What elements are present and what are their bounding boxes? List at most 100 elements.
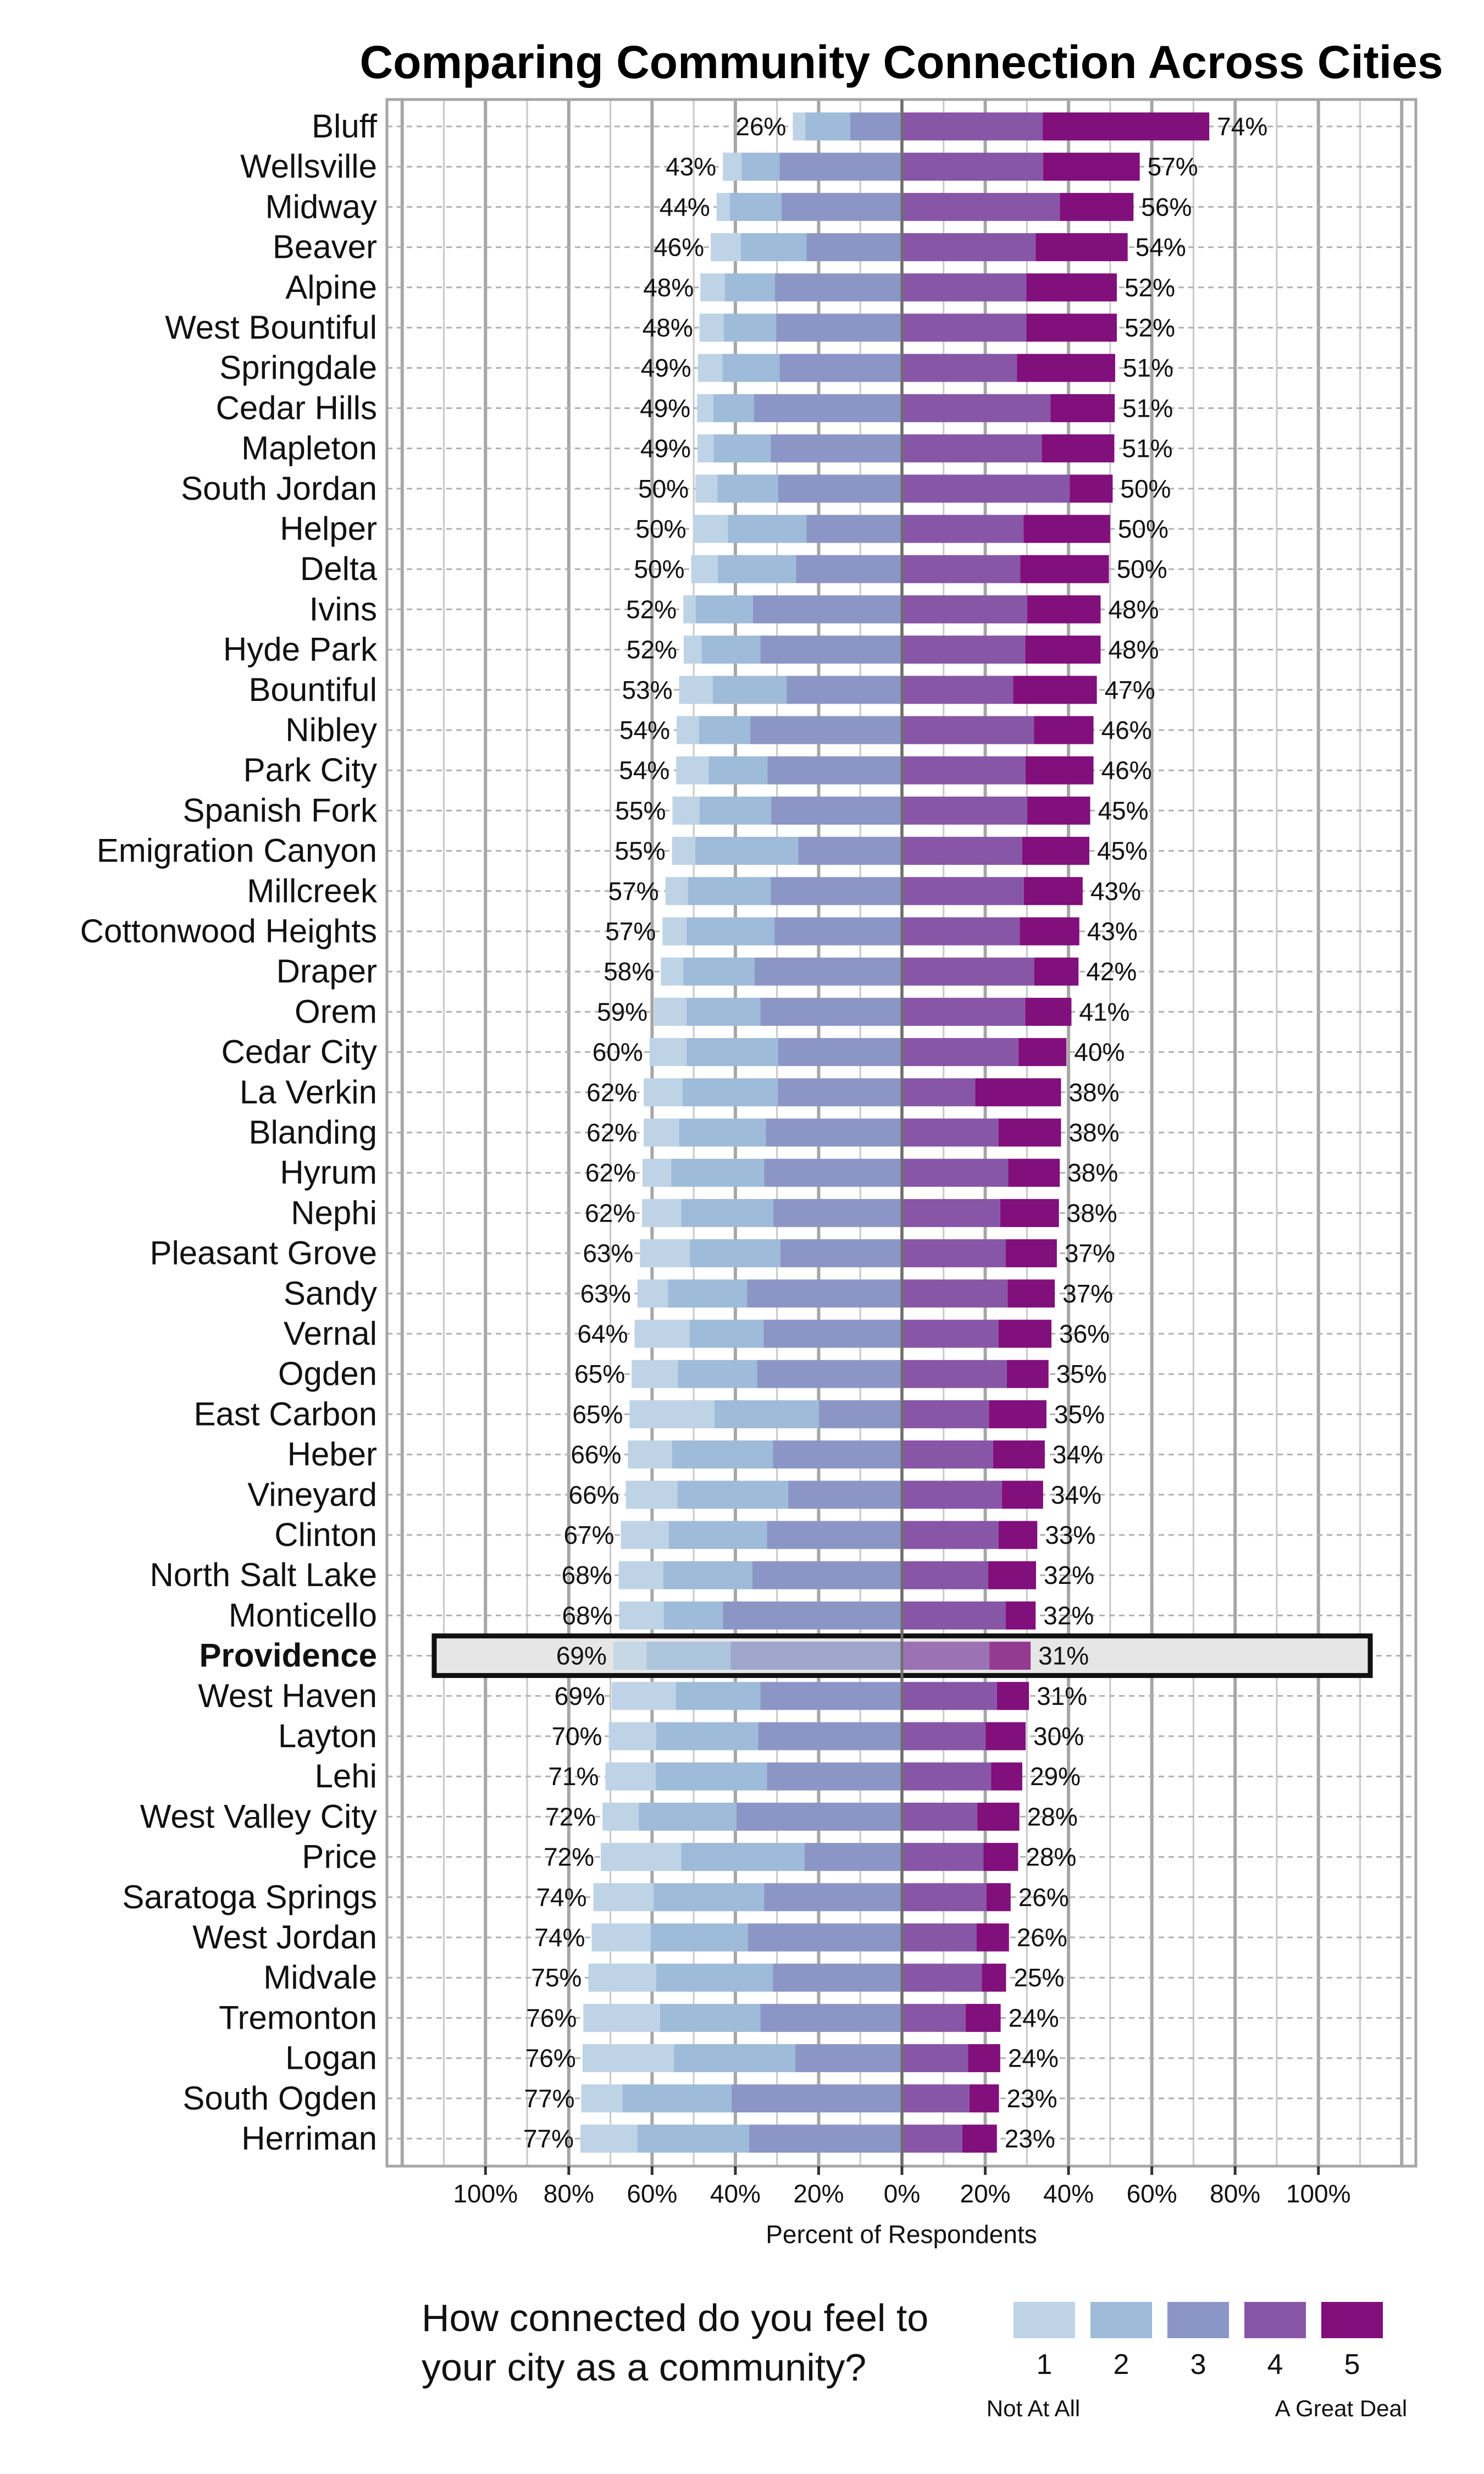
bar-segment-level-2	[741, 152, 780, 181]
negative-total-label: 62%	[585, 1199, 635, 1227]
bar-segment-level-2	[679, 1118, 766, 1147]
bar-segment-level-1	[793, 112, 806, 141]
bar-segment-level-3	[757, 1360, 902, 1388]
bar-segment-level-1	[588, 1963, 656, 1992]
x-tick-label: 80%	[1210, 2179, 1260, 2208]
positive-total-label: 41%	[1079, 997, 1129, 1026]
bar-segment-level-2	[681, 1199, 773, 1227]
bar-segment-level-4	[902, 112, 1043, 141]
negative-total-label: 76%	[525, 2044, 576, 2073]
bar-segment-level-3	[787, 676, 902, 704]
legend: How connected do you feel to your city a…	[422, 2296, 1407, 2421]
positive-total-label: 28%	[1027, 1802, 1078, 1831]
positive-total-label: 45%	[1097, 837, 1148, 865]
bar-segment-level-2	[805, 112, 851, 141]
bar-row-ogden: Ogden 65% 35%	[278, 1355, 1107, 1392]
bar-segment-level-4	[902, 354, 1017, 382]
negative-total-label: 67%	[563, 1521, 614, 1549]
negative-total-label: 75%	[531, 1963, 582, 1992]
bar-segment-level-3	[763, 1319, 902, 1348]
city-label: Springdale	[219, 349, 377, 386]
bar-row-clinton: Clinton 67% 33%	[274, 1516, 1095, 1553]
bar-segment-level-4	[902, 957, 1034, 986]
bar-segment-level-5	[1018, 1038, 1067, 1067]
bar-row-vineyard: Vineyard 66% 34%	[247, 1476, 1101, 1513]
bar-segment-level-1	[601, 1843, 682, 1871]
bar-segment-level-2	[674, 2044, 796, 2073]
bar-segment-level-5	[1023, 515, 1110, 543]
legend-level-label: 3	[1190, 2349, 1206, 2381]
bar-segment-level-3	[752, 1561, 902, 1589]
bar-segment-level-2	[699, 796, 772, 825]
bar-segment-level-5	[1024, 877, 1083, 905]
positive-total-label: 28%	[1026, 1843, 1076, 1871]
bar-segment-level-4	[902, 1239, 1006, 1268]
city-label: Layton	[278, 1718, 377, 1754]
bar-row-west-jordan: West Jordan 74% 26%	[192, 1919, 1067, 1956]
positive-total-label: 52%	[1125, 313, 1175, 342]
city-label: Midway	[265, 188, 377, 225]
bar-segment-level-3	[754, 394, 902, 422]
bar-row-springdale: Springdale 49% 51%	[219, 349, 1173, 386]
bar-segment-level-1	[665, 877, 688, 905]
bar-segment-level-2	[675, 1682, 761, 1710]
bar-segment-level-4	[902, 997, 1026, 1026]
bar-segment-level-1	[602, 1802, 639, 1831]
bar-segment-level-1	[628, 1440, 672, 1469]
bar-segment-level-4	[902, 1923, 977, 1952]
city-label: Ivins	[309, 590, 377, 627]
legend-level-label: 5	[1344, 2349, 1360, 2381]
bar-segment-level-4	[902, 273, 1027, 302]
bar-row-logan: Logan 76% 24%	[285, 2040, 1059, 2077]
bar-row-heber: Heber 66% 34%	[287, 1436, 1103, 1473]
positive-total-label: 50%	[1117, 555, 1167, 583]
bars: Bluff 26% 74% Wellsville 43% 57% Midway 44% 56% B…	[80, 108, 1370, 2157]
bar-segment-level-1	[611, 1682, 676, 1710]
bar-segment-level-1	[640, 1239, 690, 1268]
bar-segment-level-5	[1070, 474, 1113, 503]
negative-total-label: 60%	[593, 1038, 643, 1067]
bar-segment-level-3	[767, 1521, 902, 1549]
bar-segment-level-3	[764, 1158, 902, 1187]
bar-segment-level-1	[649, 1038, 687, 1067]
x-tick-label: 60%	[1127, 2179, 1177, 2208]
city-label: Nephi	[291, 1194, 377, 1231]
bar-segment-level-1	[593, 1883, 654, 1912]
bar-row-blanding: Blanding 62% 38%	[248, 1114, 1119, 1151]
bar-row-nibley: Nibley 54% 46%	[285, 711, 1151, 748]
positive-total-label: 54%	[1136, 233, 1186, 262]
bar-segment-level-5	[977, 1802, 1020, 1831]
bar-segment-level-4	[902, 474, 1070, 503]
bar-segment-level-3	[780, 1239, 902, 1268]
bar-segment-level-3	[796, 555, 902, 583]
bar-segment-level-5	[993, 1440, 1045, 1469]
legend-swatch-level-2	[1090, 2302, 1152, 2338]
bar-segment-level-2	[715, 1400, 819, 1428]
bar-segment-level-1	[634, 1319, 690, 1348]
city-label: Clinton	[274, 1516, 377, 1553]
bar-segment-level-3	[795, 2044, 902, 2073]
bar-segment-level-5	[1027, 595, 1101, 623]
negative-total-label: 62%	[586, 1078, 637, 1107]
bar-row-beaver: Beaver 46% 54%	[273, 229, 1186, 266]
x-axis-label: Percent of Respondents	[766, 2220, 1037, 2249]
bar-segment-level-2	[718, 555, 796, 583]
bar-segment-level-5	[991, 1762, 1022, 1791]
bar-row-wellsville: Wellsville 43% 57%	[240, 148, 1198, 185]
bar-row-herriman: Herriman 77% 23%	[241, 2120, 1055, 2157]
bar-row-emigration-canyon: Emigration Canyon 55% 45%	[97, 832, 1148, 869]
city-label: South Ogden	[182, 2080, 377, 2117]
bar-segment-level-3	[760, 2003, 902, 2032]
bar-segment-level-5	[965, 2003, 1001, 2032]
bar-segment-level-5	[1025, 636, 1101, 664]
bar-segment-level-2	[683, 957, 755, 986]
city-label: Sandy	[284, 1275, 377, 1312]
positive-total-label: 35%	[1054, 1400, 1105, 1428]
bar-segment-level-1	[661, 957, 684, 986]
negative-total-label: 62%	[585, 1158, 636, 1187]
bar-segment-level-1	[695, 474, 718, 503]
bar-segment-level-5	[976, 1923, 1009, 1952]
bar-segment-level-1	[677, 716, 700, 744]
x-tick-label: 100%	[453, 2179, 518, 2208]
bar-segment-level-4	[902, 2003, 966, 2032]
